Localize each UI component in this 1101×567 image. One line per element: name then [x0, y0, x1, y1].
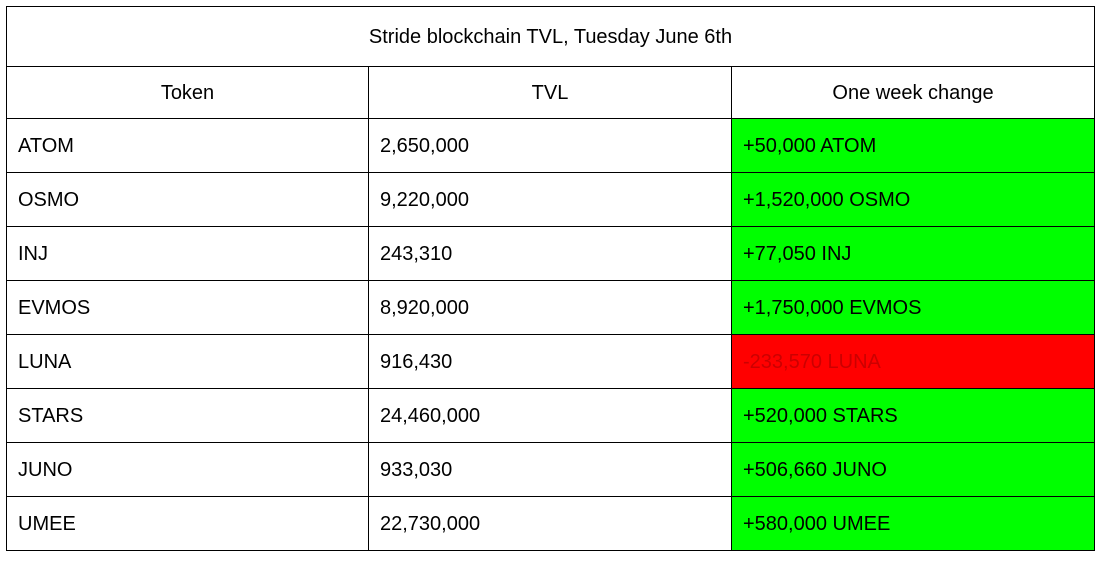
tvl-cell[interactable]: 916,430 [368, 334, 732, 389]
change-cell[interactable]: +1,520,000 OSMO [730, 172, 1096, 227]
tvl-cell[interactable]: 8,920,000 [368, 280, 732, 335]
header-tvl[interactable]: TVL [368, 66, 732, 119]
change-cell[interactable]: +506,660 JUNO [730, 442, 1096, 497]
tvl-cell[interactable]: 9,220,000 [368, 172, 732, 227]
token-cell[interactable]: INJ [6, 226, 369, 281]
table-body: ATOM 2,650,000 +50,000 ATOM OSMO 9,220,0… [6, 118, 1096, 551]
token-cell[interactable]: EVMOS [6, 280, 369, 335]
tvl-cell[interactable]: 933,030 [368, 442, 732, 497]
table-row: UMEE 22,730,000 +580,000 UMEE [6, 496, 1096, 551]
token-cell[interactable]: JUNO [6, 442, 369, 497]
title-row: Stride blockchain TVL, Tuesday June 6th [5, 6, 1096, 67]
token-cell[interactable]: LUNA [6, 334, 369, 389]
token-cell[interactable]: OSMO [6, 172, 369, 227]
table-row: OSMO 9,220,000 +1,520,000 OSMO [6, 172, 1096, 227]
change-cell[interactable]: +580,000 UMEE [730, 496, 1096, 551]
change-cell[interactable]: +1,750,000 EVMOS [730, 280, 1096, 335]
table-row: LUNA 916,430 -233,570 LUNA [6, 334, 1096, 389]
token-cell[interactable]: STARS [6, 388, 369, 443]
change-cell[interactable]: -233,570 LUNA [730, 334, 1096, 389]
header-token[interactable]: Token [6, 66, 369, 119]
tvl-cell[interactable]: 22,730,000 [368, 496, 732, 551]
table-row: INJ 243,310 +77,050 INJ [6, 226, 1096, 281]
token-cell[interactable]: UMEE [6, 496, 369, 551]
table-row: STARS 24,460,000 +520,000 STARS [6, 388, 1096, 443]
tvl-cell[interactable]: 2,650,000 [368, 118, 732, 173]
table-row: EVMOS 8,920,000 +1,750,000 EVMOS [6, 280, 1096, 335]
token-cell[interactable]: ATOM [6, 118, 369, 173]
table-row: ATOM 2,650,000 +50,000 ATOM [6, 118, 1096, 173]
change-cell[interactable]: +50,000 ATOM [730, 118, 1096, 173]
tvl-cell[interactable]: 24,460,000 [368, 388, 732, 443]
tvl-table: Stride blockchain TVL, Tuesday June 6th … [5, 6, 1096, 551]
change-cell[interactable]: +77,050 INJ [730, 226, 1096, 281]
table-title[interactable]: Stride blockchain TVL, Tuesday June 6th [5, 6, 1096, 67]
change-cell[interactable]: +520,000 STARS [730, 388, 1096, 443]
header-change[interactable]: One week change [730, 66, 1096, 119]
tvl-cell[interactable]: 243,310 [368, 226, 732, 281]
header-row: Token TVL One week change [6, 66, 1096, 119]
table-row: JUNO 933,030 +506,660 JUNO [6, 442, 1096, 497]
